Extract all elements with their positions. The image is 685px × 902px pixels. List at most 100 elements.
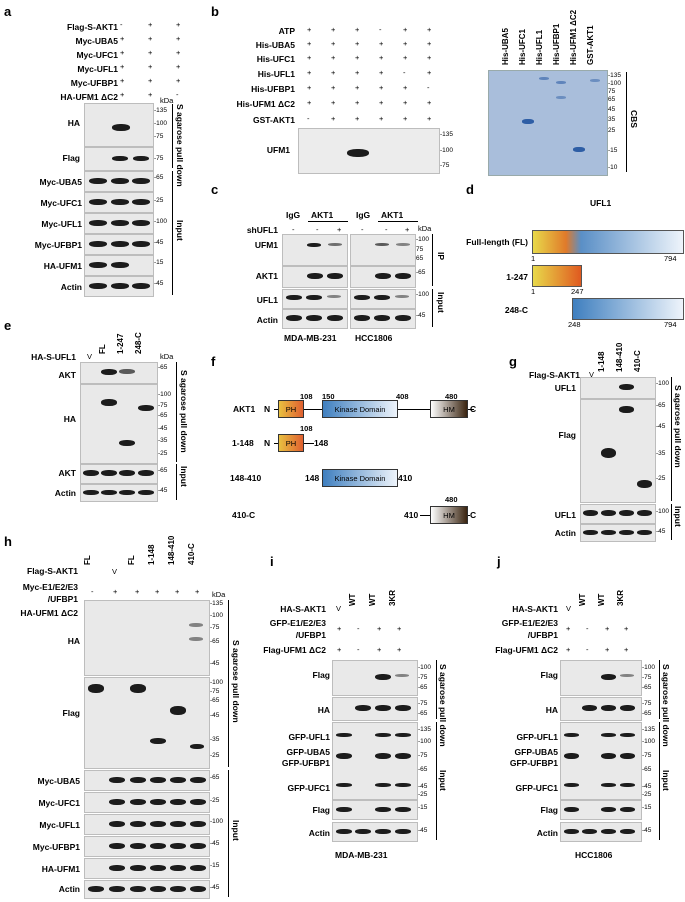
blot-h-ha-ufm1 xyxy=(84,858,210,879)
c-terminus: C xyxy=(470,404,477,414)
ip-label: IP xyxy=(436,252,446,261)
marker: -45 xyxy=(418,827,428,834)
gel-lane: His-UFL1 xyxy=(535,29,544,65)
marker: -135 xyxy=(642,726,656,733)
blot-ha xyxy=(84,103,154,147)
blot-h-myc-ufbp1 xyxy=(84,836,210,857)
lane-label: 3KR xyxy=(388,589,397,606)
sign: + xyxy=(379,39,384,48)
sign: + xyxy=(307,68,312,77)
sign: + xyxy=(120,34,125,43)
sign: + xyxy=(355,98,360,107)
sign: + xyxy=(427,68,432,77)
marker: -100 xyxy=(154,218,168,225)
blot-g-actin xyxy=(580,524,656,542)
hm-domain: HM xyxy=(430,506,468,524)
blot-label: Actin xyxy=(60,282,82,292)
marker: -45 xyxy=(158,425,168,432)
blot-ufm1-b xyxy=(298,128,440,174)
blot-i-input-gfp xyxy=(332,722,418,800)
blot-label: Flag xyxy=(558,430,576,440)
bracket xyxy=(176,464,177,500)
marker: -75 xyxy=(158,402,168,409)
sign: + xyxy=(175,587,180,596)
blot-label: Myc-UFBP1 xyxy=(32,842,80,852)
marker: -65 xyxy=(418,766,428,773)
bracket xyxy=(176,362,177,462)
marker: -75 xyxy=(154,133,164,140)
sign: + xyxy=(148,76,153,85)
marker: -65 xyxy=(210,697,220,704)
sign: + xyxy=(355,114,360,123)
kda-label: kDa xyxy=(418,224,432,233)
sign: + xyxy=(624,645,629,654)
row-label: Flag-UFM1 ΔC2 xyxy=(495,645,558,655)
sign: + xyxy=(331,98,336,107)
construct-label: 148-410 xyxy=(230,473,262,483)
sign: + xyxy=(176,48,181,57)
blot-label: Flag xyxy=(312,805,330,815)
sign: + xyxy=(331,68,336,77)
sign: + xyxy=(195,587,200,596)
lane-label: V xyxy=(336,604,342,613)
marker: -75 xyxy=(642,674,652,681)
gel-lane: His-UFBP1 xyxy=(552,23,561,65)
construct-bar-fl xyxy=(532,230,684,254)
sign: + xyxy=(331,39,336,48)
blot-g-flag xyxy=(580,399,656,503)
marker: -35 xyxy=(158,437,168,444)
cbs-label: CBS xyxy=(629,110,639,128)
marker: -45 xyxy=(210,660,220,667)
lane-label: 410-C xyxy=(633,350,642,372)
bracket xyxy=(626,72,627,172)
blot-g-ufl1-input xyxy=(580,504,656,524)
marker: -45 xyxy=(210,840,220,847)
blot-label: GFP-UBA5 xyxy=(286,747,330,757)
marker: -65 xyxy=(416,269,426,276)
blot-c-ufl1-hcc xyxy=(350,289,416,309)
marker: -25 xyxy=(210,797,220,804)
blot-label: Flag xyxy=(540,805,558,815)
sign: + xyxy=(403,53,408,62)
blot-label: UFL1 xyxy=(554,383,576,393)
sign: + xyxy=(120,90,125,99)
blot-label: GFP-UFBP1 xyxy=(281,758,330,768)
sign: + xyxy=(403,114,408,123)
marker: -25 xyxy=(158,450,168,457)
sign: + xyxy=(427,114,432,123)
construct-row-label: Flag-S-AKT1 xyxy=(529,370,580,380)
residue: 247 xyxy=(571,287,584,296)
residue: 1 xyxy=(531,254,536,263)
marker: -65 xyxy=(656,402,666,409)
sign: - xyxy=(307,114,310,123)
blot-e-akt xyxy=(80,362,158,384)
marker: -75 xyxy=(440,162,450,169)
sign: - xyxy=(427,83,430,92)
sign: + xyxy=(176,76,181,85)
blot-label: AKT xyxy=(58,370,76,380)
pull-down-label: S agarose pull down xyxy=(661,664,671,747)
blot-label: GFP-UFC1 xyxy=(287,783,331,793)
construct-label: AKT1 xyxy=(233,404,256,414)
sign: - xyxy=(361,225,364,234)
a-row-label: Myc-UBA5 xyxy=(75,36,118,46)
gel-lane: His-UBA5 xyxy=(501,28,510,65)
row-label: HA-S-AKT1 xyxy=(512,604,558,614)
lane-label: FL xyxy=(83,555,92,565)
construct-row-label: HA-S-UFL1 xyxy=(31,352,76,362)
construct-label: 1-247 xyxy=(506,272,528,282)
blot-label: UFM1 xyxy=(266,145,290,155)
marker: -25 xyxy=(642,791,652,798)
sign: + xyxy=(307,39,312,48)
marker: -25 xyxy=(418,791,428,798)
sign: + xyxy=(113,587,118,596)
lane-label: 1-148 xyxy=(147,544,156,565)
a-row-label: Myc-UFBP1 xyxy=(70,78,118,88)
blot-label: HA-UFM1 xyxy=(41,864,80,874)
pull-down-label: S agarose pull down xyxy=(231,640,241,723)
blot-label: Flag xyxy=(62,153,80,163)
input-label: Input xyxy=(175,220,185,241)
sign: + xyxy=(379,53,384,62)
marker: -45 xyxy=(656,528,666,535)
input-label: Input xyxy=(673,506,683,527)
